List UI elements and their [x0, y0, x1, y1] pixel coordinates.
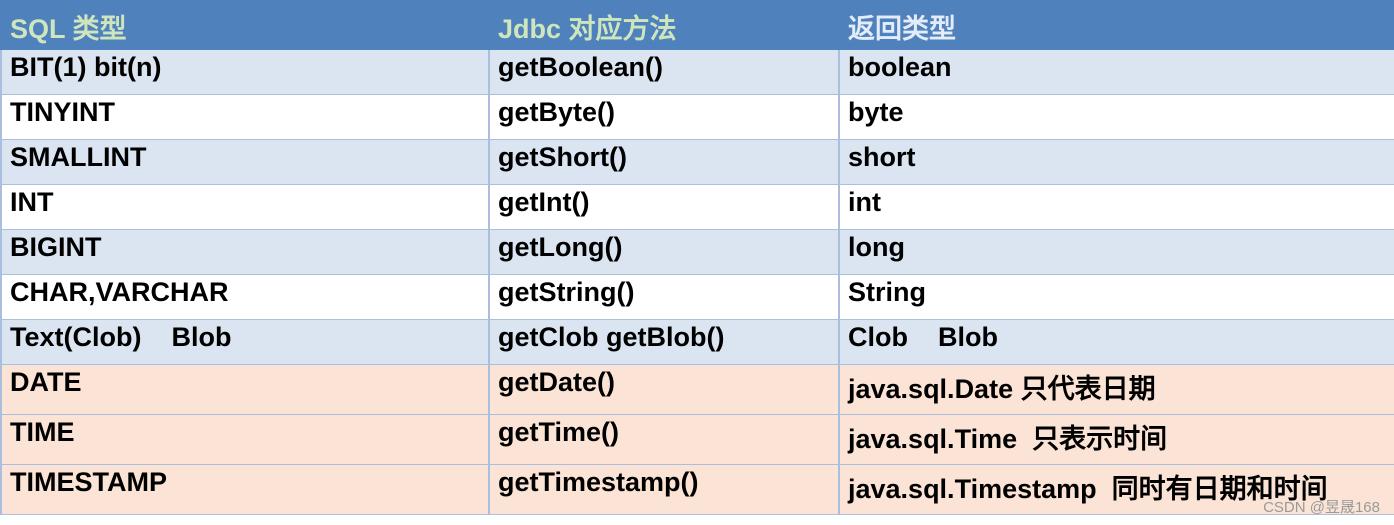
- table-row: BIGINT getLong() long: [0, 229, 1394, 275]
- header-row: SQL 类型 Jdbc 对应方法 返回类型: [0, 0, 1394, 50]
- table-row: TIMESTAMP getTimestamp() java.sql.Timestam…: [0, 464, 1394, 515]
- table-cell: short: [838, 139, 1394, 185]
- header-cell: SQL 类型: [0, 0, 490, 50]
- table-cell: DATE: [0, 364, 490, 415]
- table-cell: long: [838, 229, 1394, 275]
- table-cell: getLong(): [488, 229, 840, 275]
- table-cell: getDate(): [488, 364, 840, 415]
- table-cell: getByte(): [488, 94, 840, 140]
- table-cell: TIME: [0, 414, 490, 465]
- table-cell: byte: [838, 94, 1394, 140]
- table-row: SMALLINT getShort() short: [0, 139, 1394, 185]
- table-cell: boolean: [838, 49, 1394, 95]
- watermark: CSDN @昱晟168: [1263, 499, 1380, 516]
- table-cell: CHAR,VARCHAR: [0, 274, 490, 320]
- table-row: BIT(1) bit(n) getBoolean() boolean: [0, 49, 1394, 95]
- table-cell: getTime(): [488, 414, 840, 465]
- table-cell: SMALLINT: [0, 139, 490, 185]
- table-cell: TINYINT: [0, 94, 490, 140]
- table-row: TIME getTime() java.sql.Time 只表示时间: [0, 414, 1394, 465]
- table-cell: java.sql.Time 只表示时间: [838, 414, 1394, 465]
- table-cell: getInt(): [488, 184, 840, 230]
- header-cell: 返回类型: [838, 0, 1394, 50]
- table-cell: java.sql.Date 只代表日期: [838, 364, 1394, 415]
- table-row: Text(Clob) Blob getClob getBlob() Clob Blo…: [0, 319, 1394, 365]
- table-cell: getClob getBlob(): [488, 319, 840, 365]
- table-row: TINYINT getByte() byte: [0, 94, 1394, 140]
- table-cell: String: [838, 274, 1394, 320]
- table-cell: Clob Blob: [838, 319, 1394, 365]
- table-cell: Text(Clob) Blob: [0, 319, 490, 365]
- table-cell: BIGINT: [0, 229, 490, 275]
- table-cell: getBoolean(): [488, 49, 840, 95]
- table-cell: getString(): [488, 274, 840, 320]
- table-cell: getTimestamp(): [488, 464, 840, 515]
- table-cell: BIT(1) bit(n): [0, 49, 490, 95]
- header-cell: Jdbc 对应方法: [488, 0, 840, 50]
- table-row: DATE getDate() java.sql.Date 只代表日期: [0, 364, 1394, 415]
- table-row: CHAR,VARCHAR getString() String: [0, 274, 1394, 320]
- table-row: INT getInt() int: [0, 184, 1394, 230]
- table-cell: java.sql.Timestamp 同时有日期和时间: [838, 464, 1394, 515]
- table-cell: INT: [0, 184, 490, 230]
- table-cell: int: [838, 184, 1394, 230]
- table-cell: getShort(): [488, 139, 840, 185]
- table-cell: TIMESTAMP: [0, 464, 490, 515]
